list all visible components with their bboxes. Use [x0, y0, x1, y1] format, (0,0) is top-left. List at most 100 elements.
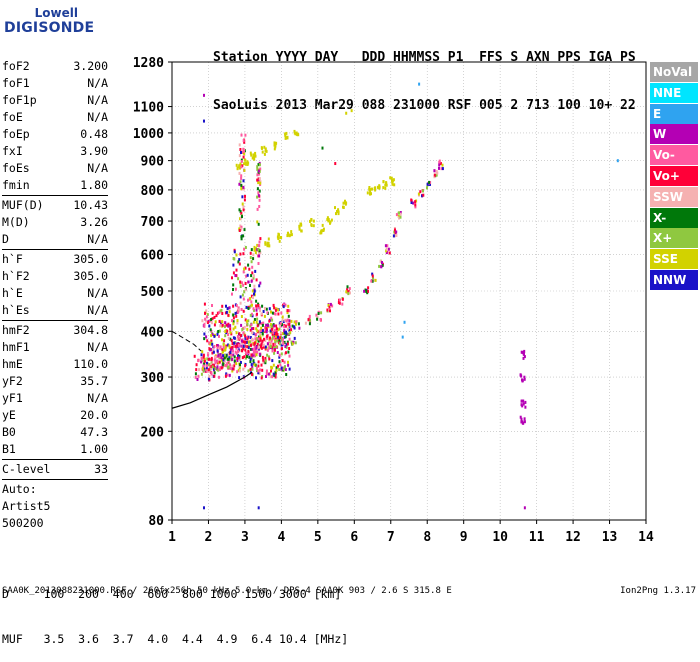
- echo-cloud: [210, 321, 213, 325]
- trace-point: [256, 243, 259, 247]
- echo-column: [241, 215, 243, 219]
- echo-cloud: [278, 342, 281, 346]
- trace-point: [278, 338, 281, 342]
- trace-point: [341, 302, 344, 306]
- echo-column: [256, 173, 259, 177]
- trace-point: [312, 219, 315, 223]
- parameter-panel: foF2 3.200 foF1 N/A foF1p N/A foE N/A foEp 0.48 fx…: [2, 58, 108, 532]
- legend-item-nnw: NNW: [650, 269, 698, 290]
- echo-cloud: [253, 292, 255, 296]
- trace-point: [385, 247, 388, 251]
- x-tick-label: 9: [460, 530, 468, 545]
- echo-column: [239, 252, 242, 256]
- echo-cloud: [224, 330, 227, 333]
- trace-point: [520, 417, 523, 421]
- echo-cloud: [213, 358, 216, 362]
- trace-point: [252, 155, 255, 159]
- trace-point: [239, 361, 242, 364]
- echo-column: [258, 251, 261, 255]
- echo-cloud: [236, 321, 239, 325]
- trace-point: [282, 320, 285, 324]
- trace-point: [292, 340, 295, 344]
- trace-point: [281, 332, 284, 335]
- echo-cloud: [273, 306, 276, 310]
- echo-cloud: [242, 283, 245, 287]
- trace-point: [273, 329, 276, 333]
- logo-digisonde-text: DIGISONDE: [4, 20, 95, 36]
- trace-point: [277, 232, 280, 236]
- trace-point: [235, 163, 238, 167]
- parameter-value: N/A: [87, 161, 108, 175]
- trace-point: [291, 324, 294, 328]
- echo-cloud: [254, 363, 257, 367]
- trace-point: [237, 353, 239, 357]
- trace-point: [267, 237, 270, 241]
- trace-point: [349, 291, 351, 295]
- echo-cloud: [258, 345, 260, 349]
- trace-point: [385, 249, 388, 253]
- echo-cloud: [262, 343, 265, 347]
- echo-cloud: [264, 356, 267, 360]
- trace-point: [293, 326, 296, 330]
- echo-cloud: [288, 347, 291, 350]
- trace-point: [381, 261, 383, 264]
- trace-point: [368, 187, 371, 191]
- echo-cloud: [240, 323, 243, 327]
- trace-point: [254, 154, 257, 158]
- echo-cloud: [253, 308, 255, 312]
- echo-cloud: [230, 353, 233, 357]
- echo-cloud: [267, 372, 270, 376]
- echo-cloud: [264, 345, 267, 349]
- parameter-value: 33: [94, 462, 108, 476]
- trace-point: [230, 355, 233, 359]
- echo-cloud: [255, 278, 258, 282]
- parameter-row: hmF1 N/A: [2, 339, 108, 356]
- parameter-value: N/A: [87, 303, 108, 317]
- parameter-name: B1: [2, 442, 16, 456]
- echo-cloud: [205, 335, 208, 339]
- echo-cloud: [261, 329, 264, 333]
- trace-point: [247, 346, 250, 350]
- echo-column: [257, 163, 260, 167]
- echo-cloud: [221, 304, 224, 308]
- echo-cloud: [274, 372, 277, 376]
- echo-cloud: [242, 367, 245, 371]
- trace-point: [382, 186, 385, 190]
- echo-cloud: [281, 315, 284, 319]
- echo-column: [258, 254, 261, 258]
- parameter-value: N/A: [87, 232, 108, 246]
- echo-cloud: [211, 342, 214, 346]
- echo-column: [259, 237, 262, 241]
- echo-cloud: [283, 340, 286, 344]
- trace-point: [523, 375, 526, 379]
- echo-column: [243, 228, 246, 232]
- echo-cloud: [233, 250, 236, 254]
- parameter-name: fxI: [2, 144, 23, 158]
- echo-cloud: [262, 360, 265, 364]
- echo-column: [239, 210, 242, 214]
- parameter-name: yE: [2, 408, 16, 422]
- trace-point: [227, 353, 230, 356]
- echo-column: [244, 246, 247, 249]
- echo-column: [243, 198, 246, 202]
- parameter-separator: [2, 195, 108, 196]
- echo-column: [258, 198, 261, 202]
- echo-cloud: [231, 357, 234, 361]
- echo-cloud: [214, 320, 217, 324]
- echo-cloud: [224, 353, 226, 357]
- echo-column: [243, 140, 246, 144]
- echo-column: [239, 216, 242, 220]
- parameter-name: foF1: [2, 76, 30, 90]
- echo-cloud: [274, 375, 277, 379]
- echo-cloud: [234, 325, 237, 329]
- parameter-name: yF1: [2, 391, 23, 405]
- echo-cloud: [220, 308, 223, 312]
- legend-item-x-: X+: [650, 228, 698, 249]
- echo-cloud: [270, 323, 272, 327]
- trace-point: [422, 193, 425, 197]
- trace-point: [319, 318, 322, 321]
- echo-cloud: [249, 357, 252, 361]
- echo-column: [257, 169, 260, 173]
- trace-point: [315, 313, 318, 317]
- trace-point: [219, 366, 222, 370]
